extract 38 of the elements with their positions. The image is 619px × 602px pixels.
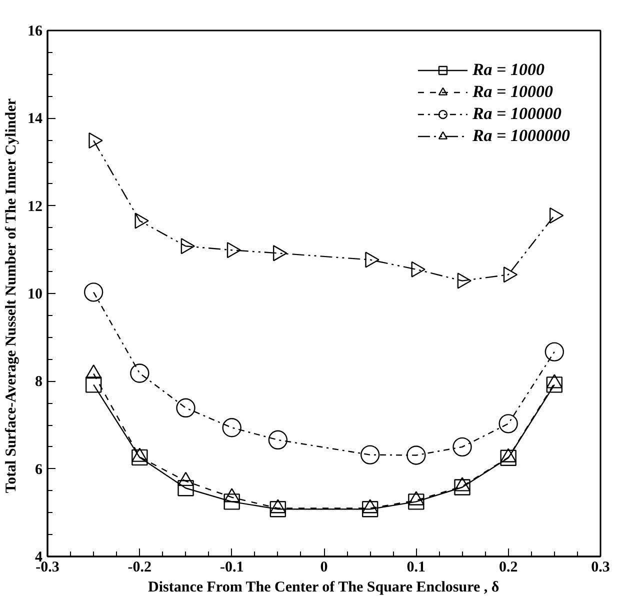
point <box>132 449 148 466</box>
y-tick-label: 12 <box>28 198 42 215</box>
point <box>84 282 104 302</box>
point <box>270 501 286 518</box>
legend-label: Ra = 10000 <box>472 82 553 102</box>
legend-label: Ra = 100000 <box>472 104 562 124</box>
y-tick-label: 8 <box>35 374 42 390</box>
point <box>546 376 563 393</box>
y-tick-label: 10 <box>28 286 42 302</box>
point <box>406 446 426 465</box>
point <box>224 494 240 510</box>
y-tick-label: 6 <box>35 462 43 478</box>
x-tick-label: -0.2 <box>128 560 152 576</box>
point <box>222 418 242 438</box>
legend-label: Ra = 1000000 <box>472 126 570 146</box>
x-tick-label: 0 <box>320 560 328 576</box>
point <box>500 450 516 466</box>
x-tick-label: 0.1 <box>406 560 426 576</box>
x-tick-label: -0.1 <box>220 560 244 576</box>
point <box>130 364 150 383</box>
point <box>176 398 196 418</box>
point <box>452 437 472 456</box>
legend-label: Ra = 1000 <box>472 60 544 80</box>
x-axis-title: Distance From The Center of The Square Enclosure , δ <box>148 580 500 596</box>
point <box>454 479 470 496</box>
point <box>362 501 378 518</box>
y-tick-label: 16 <box>28 24 43 40</box>
y-tick-label: 14 <box>28 111 43 128</box>
point <box>498 414 518 434</box>
x-tick-label: 0.2 <box>498 560 518 576</box>
point <box>268 430 288 450</box>
point <box>178 480 194 496</box>
point <box>85 376 102 393</box>
x-tick-label: 0.3 <box>591 560 610 576</box>
y-axis-title: Total Surface-Average Nusselt Number of The Inner Cylinder <box>4 98 20 494</box>
point <box>408 494 424 510</box>
point <box>360 445 380 464</box>
point <box>544 342 564 362</box>
